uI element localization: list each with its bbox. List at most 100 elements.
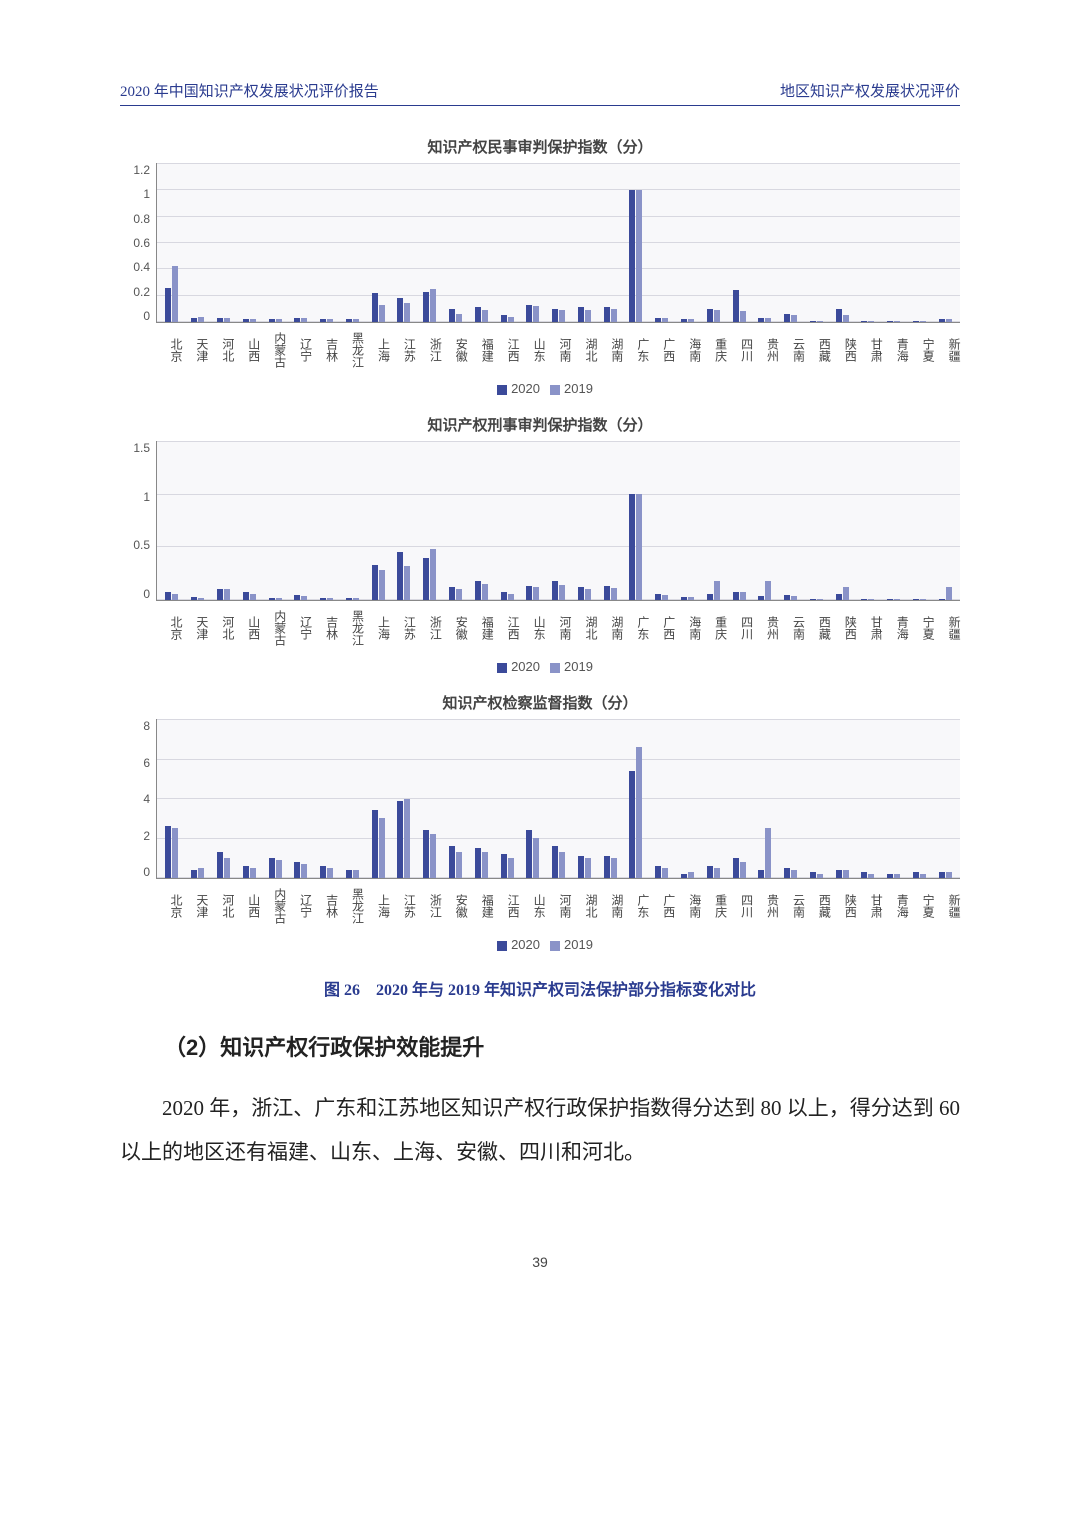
bar-2020 [165,592,171,600]
x-label: 甘肃 [856,605,882,651]
bar-2020 [346,870,352,878]
x-label: 四川 [727,605,753,651]
bar-group [855,719,881,878]
bar-group [804,163,830,322]
bar-group [726,719,752,878]
x-label: 内蒙古 [260,327,286,373]
x-label: 甘肃 [856,883,882,929]
x-label: 山东 [519,327,545,373]
bar-2019 [765,318,771,322]
x-label: 山西 [234,605,260,651]
bar-2020 [861,321,867,322]
x-label: 浙江 [415,327,441,373]
x-label: 湖南 [597,327,623,373]
bar-2020 [758,596,764,600]
x-label: 陕西 [830,605,856,651]
bar-group [907,719,933,878]
bar-2020 [423,558,429,600]
bar-group [855,163,881,322]
bar-2020 [526,305,532,322]
page-header: 2020 年中国知识产权发展状况评价报告 地区知识产权发展状况评价 [120,80,960,106]
x-label: 西藏 [804,327,830,373]
bar-group [572,163,598,322]
bar-2019 [611,858,617,878]
x-label: 浙江 [415,605,441,651]
bar-group [494,441,520,600]
bar-group [829,163,855,322]
bar-2020 [810,872,816,878]
bar-2019 [636,190,642,323]
bar-2019 [508,858,514,878]
bar-group [829,441,855,600]
x-label: 河南 [545,883,571,929]
bar-group [546,719,572,878]
x-label: 新疆 [934,327,960,373]
bar-2020 [449,309,455,322]
bar-2019 [224,858,230,878]
x-label: 云南 [779,883,805,929]
x-label: 海南 [675,605,701,651]
bar-group [262,441,288,600]
x-label: 贵州 [753,327,779,373]
bar-2019 [611,309,617,322]
x-label: 河北 [208,327,234,373]
bar-2020 [681,319,687,322]
bar-group [391,719,417,878]
bar-2020 [655,866,661,878]
x-label: 辽宁 [286,327,312,373]
x-label: 黑龙江 [338,327,364,373]
x-label: 安徽 [441,883,467,929]
bar-2020 [733,290,739,322]
bar-group [391,163,417,322]
bar-2019 [765,581,771,600]
bar-group [365,441,391,600]
bar-2020 [269,858,275,878]
bar-group [546,163,572,322]
bar-2020 [320,319,326,322]
bar-group [288,163,314,322]
bar-group [804,719,830,878]
bar-2019 [224,589,230,600]
x-label: 北京 [156,605,182,651]
chart-title: 知识产权民事审判保护指数（分） [120,136,960,157]
bar-2020 [243,319,249,322]
bar-2020 [475,581,481,600]
bar-2019 [636,494,642,600]
bar-2019 [688,872,694,878]
bar-group [339,163,365,322]
bar-2019 [379,305,385,322]
bar-2019 [791,315,797,322]
bar-group [649,719,675,878]
bar-2020 [217,852,223,878]
bar-group [468,441,494,600]
bar-2020 [552,309,558,322]
bar-2020 [269,598,275,600]
bar-group [365,719,391,878]
bar-2019 [688,597,694,600]
bar-2019 [482,310,488,322]
bar-2020 [501,315,507,322]
bar-2019 [430,834,436,878]
bar-2019 [740,311,746,322]
plot-area [156,441,960,601]
bar-group [339,441,365,600]
x-label: 云南 [779,605,805,651]
y-axis: 1.210.80.60.40.20 [120,163,156,323]
x-label: 黑龙江 [338,605,364,651]
bar-2019 [276,319,282,322]
bar-group [726,441,752,600]
bar-2019 [714,310,720,322]
bar-group [675,441,701,600]
page-number: 39 [120,1254,960,1270]
x-label: 广西 [649,327,675,373]
bar-2019 [817,321,823,322]
x-label: 天津 [182,327,208,373]
x-label: 宁夏 [908,605,934,651]
bar-2019 [250,319,256,322]
bar-group [185,441,211,600]
bar-2020 [707,309,713,322]
bar-2019 [327,598,333,600]
x-label: 宁夏 [908,883,934,929]
bar-2020 [578,587,584,600]
bar-2019 [868,874,874,878]
